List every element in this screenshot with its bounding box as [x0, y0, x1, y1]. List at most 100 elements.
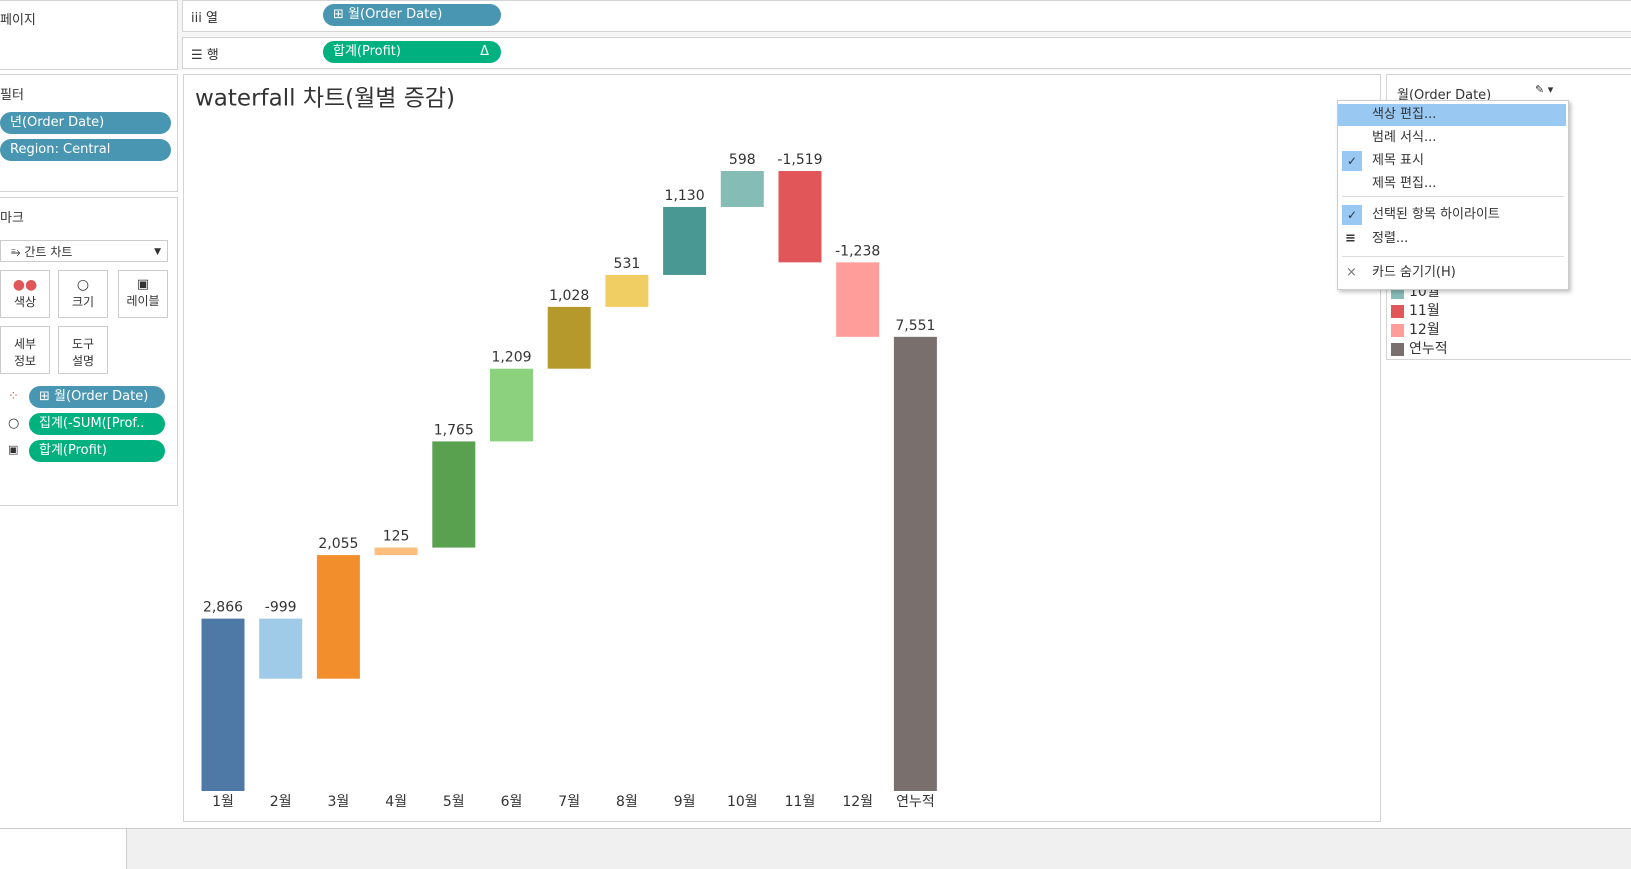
- tooltip-button[interactable]: 도구 설명: [58, 326, 108, 374]
- legend-swatch: [1391, 343, 1404, 356]
- menu-item-label: 카드 숨기기(H): [1372, 265, 1456, 280]
- x-tick-label: 2월: [270, 794, 292, 810]
- x-tick-label: 6월: [501, 794, 523, 810]
- rows-pill-text: 합계(Profit): [333, 44, 401, 59]
- color-button[interactable]: ●● 색상: [0, 270, 50, 318]
- chart: waterfall 차트(월별 증감) 2,866 1월 -999 2월 2,055 3월…: [195, 86, 937, 810]
- menu-separator: [1342, 256, 1564, 257]
- menu-item[interactable]: 제목 편집...: [1338, 173, 1566, 195]
- color-icon: ●●: [12, 277, 38, 293]
- check-icon: ✓: [1342, 205, 1362, 225]
- menu-item-label: 선택된 항목 하이라이트: [1372, 207, 1500, 222]
- legend-label: 11월: [1409, 303, 1440, 319]
- x-tick-label: 8월: [616, 794, 638, 810]
- data-label: 1,028: [549, 288, 589, 304]
- x-tick-label: 11월: [785, 794, 816, 810]
- mark-pill[interactable]: ⊞ 월(Order Date): [29, 386, 165, 408]
- check-icon: ✓: [1342, 151, 1362, 171]
- x-tick-label: 7월: [558, 794, 580, 810]
- close-icon: ×: [1346, 265, 1357, 280]
- pill-icon: ⁘: [8, 389, 19, 404]
- x-tick-label: 9월: [674, 794, 696, 810]
- columns-label-text: 열: [205, 11, 218, 26]
- menu-item[interactable]: ✓ 제목 표시: [1338, 150, 1566, 172]
- legend-title: 월(Order Date): [1397, 88, 1492, 103]
- menu-item-label: 제목 표시: [1372, 153, 1424, 168]
- marks-title: 마크: [0, 211, 24, 226]
- menu-item[interactable]: × 카드 숨기기(H): [1338, 262, 1566, 284]
- mark-type-text: 간트 차트: [24, 245, 73, 259]
- active-tab[interactable]: [0, 829, 127, 869]
- data-label: -999: [265, 600, 297, 616]
- bar: [605, 274, 649, 307]
- legend-label: 12월: [1409, 322, 1440, 338]
- menu-item[interactable]: ≡ 정렬...: [1338, 228, 1566, 250]
- filters-title: 필터: [0, 88, 24, 103]
- rows-pill[interactable]: 합계(Profit) Δ: [323, 41, 501, 63]
- bar: [490, 368, 533, 442]
- filters-card: 필터 년(Order Date) Region: Central: [0, 74, 178, 192]
- size-button[interactable]: ○ 크기: [58, 270, 108, 318]
- columns-label: iii 열: [191, 11, 218, 26]
- button-label: 레이블: [126, 294, 160, 308]
- mark-type-dropdown[interactable]: ⥱ 간트 차트 ▼: [0, 240, 168, 262]
- columns-pill[interactable]: ⊞ 월(Order Date): [323, 4, 501, 26]
- button-label: 도구 설명: [71, 337, 95, 368]
- x-tick-label: 1월: [212, 794, 234, 810]
- pages-title: 페이지: [0, 13, 36, 28]
- data-label: 1,209: [491, 350, 531, 366]
- mark-pill[interactable]: 합계(Profit): [29, 440, 165, 462]
- data-label: 531: [614, 256, 641, 272]
- menu-item[interactable]: 범례 서식...: [1338, 127, 1566, 149]
- button-label: 크기: [71, 295, 95, 309]
- menu-item-label: 제목 편집...: [1372, 176, 1437, 191]
- data-label: 7,551: [895, 318, 935, 334]
- pill-icon: ▣: [8, 443, 19, 456]
- legend-swatch: [1391, 324, 1404, 337]
- legend-items: 10월 11월 12월 연누적: [1391, 283, 1448, 359]
- x-tick-label: 연누적: [896, 794, 935, 810]
- mark-pill-text: 월(Order Date): [54, 389, 149, 404]
- x-tick-label: 4월: [385, 794, 407, 810]
- legend-menu-button[interactable]: ✎ ▾: [1535, 83, 1554, 96]
- legend-item: 연누적: [1391, 340, 1448, 359]
- data-label: 1,130: [665, 188, 705, 204]
- mark-pill[interactable]: 집계(-SUM([Prof..: [29, 413, 165, 435]
- marks-card: 마크 ⥱ 간트 차트 ▼ ●● 색상 ○ 크기 ▣ 레이블 세부 정보 도구 설명 ⁘ …: [0, 197, 178, 506]
- pill-icon: ○: [8, 416, 20, 431]
- context-menu: 색상 편집... 범례 서식... ✓ 제목 표시 제목 편집... ✓ 선택된 항목 하이…: [1337, 100, 1569, 290]
- menu-item[interactable]: 색상 편집...: [1338, 104, 1566, 126]
- bar: [259, 618, 303, 679]
- bar: [547, 306, 591, 369]
- data-label: 125: [383, 529, 410, 545]
- bar: [374, 547, 418, 556]
- detail-button[interactable]: 세부 정보: [0, 326, 50, 374]
- filter-pill[interactable]: 년(Order Date): [0, 112, 171, 134]
- bar: [893, 336, 937, 791]
- label-button[interactable]: ▣ 레이블: [118, 270, 168, 318]
- data-label: 2,055: [318, 536, 358, 552]
- rows-label-text: 행: [206, 48, 219, 63]
- columns-pill-text: 월(Order Date): [348, 7, 443, 22]
- rows-label: ☰ 행: [191, 48, 219, 63]
- x-tick-label: 3월: [328, 794, 350, 810]
- pages-card: 페이지: [0, 0, 178, 70]
- bar: [316, 555, 360, 679]
- menu-separator: [1342, 196, 1564, 197]
- legend-item: 12월: [1391, 321, 1448, 340]
- rows-pill-icon: Δ: [480, 44, 489, 59]
- sort-icon: ≡: [1345, 231, 1356, 246]
- menu-item-label: 색상 편집...: [1372, 107, 1437, 122]
- legend-label: 연누적: [1409, 341, 1448, 357]
- bar: [201, 618, 245, 791]
- data-label: 598: [729, 152, 756, 168]
- legend-item: 11월: [1391, 302, 1448, 321]
- x-tick-label: 5월: [443, 794, 465, 810]
- legend-swatch: [1391, 305, 1404, 318]
- columns-shelf: iii 열 ⊞ 월(Order Date): [182, 0, 1631, 32]
- menu-item[interactable]: ✓ 선택된 항목 하이라이트: [1338, 204, 1566, 226]
- data-label: -1,519: [777, 152, 822, 168]
- button-label: 세부 정보: [13, 337, 37, 368]
- filter-pill[interactable]: Region: Central: [0, 139, 171, 161]
